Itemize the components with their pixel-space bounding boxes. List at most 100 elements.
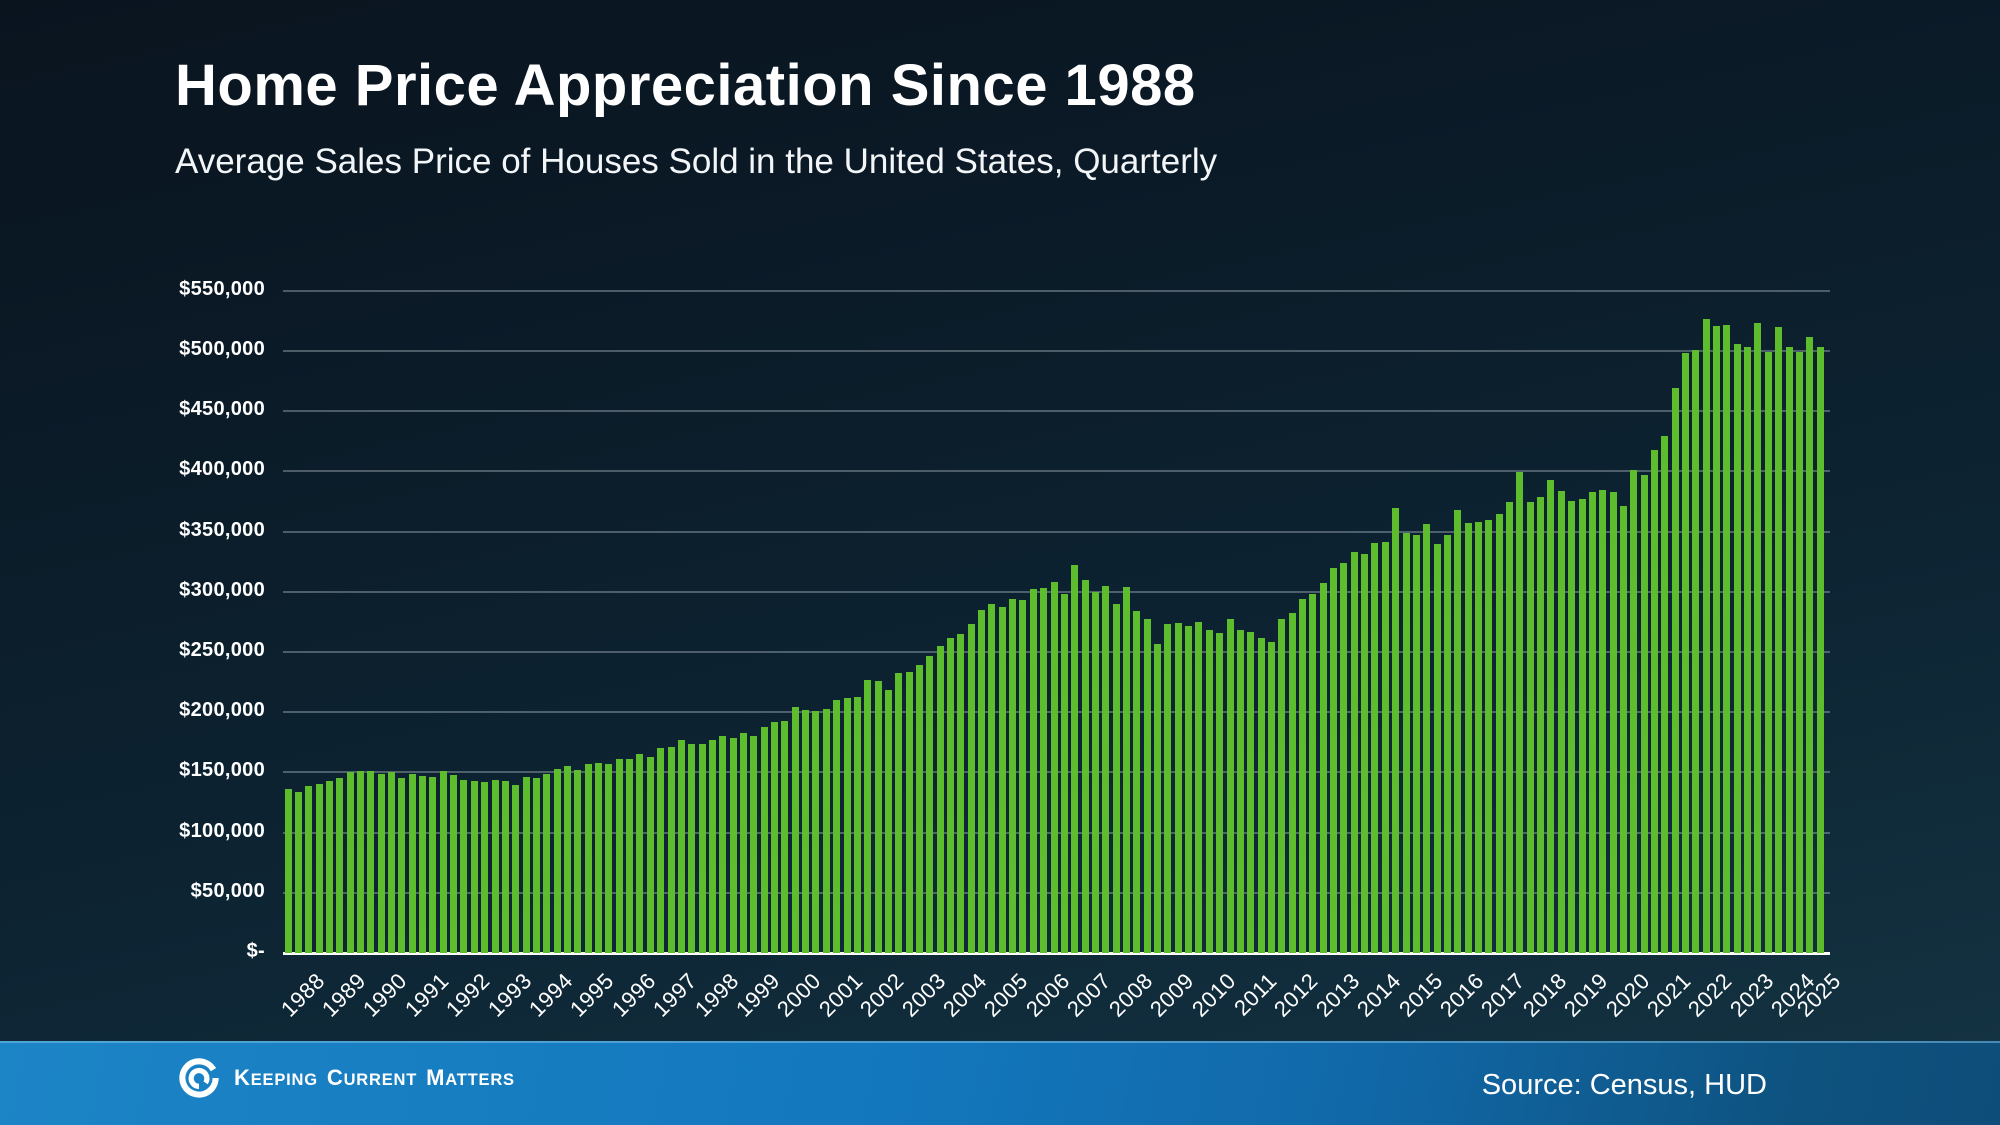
bar-2023-q3 <box>1754 323 1762 953</box>
bar-2022-q1 <box>1692 350 1700 953</box>
bar-2006-q1 <box>1029 589 1037 953</box>
page-title: Home Price Appreciation Since 1988 <box>175 53 1196 118</box>
bar-2021-q1 <box>1650 450 1658 953</box>
bar-2016-q3 <box>1464 522 1472 953</box>
bar-2001-q3 <box>843 698 851 953</box>
bar-1990-q2 <box>377 773 385 953</box>
bar-2018-q2 <box>1537 496 1545 953</box>
bar-2012-q1 <box>1278 619 1286 953</box>
bar-2015-q2 <box>1412 535 1420 953</box>
bar-2008-q2 <box>1123 586 1130 953</box>
bar-2022-q2 <box>1702 319 1710 953</box>
bar-1994-q3 <box>553 769 561 953</box>
bar-2017-q2 <box>1495 514 1503 953</box>
bar-1997-q4 <box>688 744 696 953</box>
bar-1993-q4 <box>522 777 530 953</box>
bar-2012-q2 <box>1288 613 1296 953</box>
bar-2008-q4 <box>1143 619 1151 953</box>
bar-1988-q1 <box>284 789 292 953</box>
bar-1991-q2 <box>419 776 427 953</box>
bar-2008-q3 <box>1133 611 1141 953</box>
bar-1994-q1 <box>532 778 540 953</box>
y-axis-tick-label: $150,000 <box>179 759 265 782</box>
bar-2002-q2 <box>874 680 882 953</box>
bar-1988-q3 <box>305 786 313 953</box>
kcm-swirl-icon <box>179 1058 219 1098</box>
bar-2020-q4 <box>1640 475 1648 953</box>
bar-1996-q2 <box>626 758 634 953</box>
bar-2000-q3 <box>802 709 810 953</box>
bar-1999-q1 <box>739 732 747 953</box>
bar-1992-q4 <box>481 782 489 953</box>
bar-1994-q4 <box>564 766 571 953</box>
bar-2007-q1 <box>1071 565 1079 953</box>
bar-1992-q2 <box>460 779 468 953</box>
bar-2021-q3 <box>1671 388 1679 953</box>
bar-2014-q4 <box>1392 508 1400 953</box>
bar-2009-q3 <box>1174 623 1182 953</box>
bar-2002-q1 <box>864 679 872 953</box>
bar-2000-q2 <box>791 707 799 953</box>
bar-2022-q4 <box>1723 325 1731 953</box>
bar-2024-q4 <box>1806 337 1814 953</box>
bar-2015-q1 <box>1402 533 1410 953</box>
bar-2016-q1 <box>1443 535 1451 953</box>
bar-2010-q4 <box>1226 618 1234 953</box>
brand-word: MATTERS <box>426 1065 515 1090</box>
source-credit: Source: Census, HUD <box>1481 1069 1767 1101</box>
bar-1999-q2 <box>750 736 758 953</box>
bar-2011-q1 <box>1236 630 1244 953</box>
bar-1991-q4 <box>439 771 447 953</box>
bar-1998-q1 <box>698 744 706 953</box>
bar-1995-q3 <box>595 763 603 953</box>
bar-2000-q1 <box>781 721 789 953</box>
bar-1997-q2 <box>667 746 675 953</box>
bar-2015-q3 <box>1423 524 1431 953</box>
bar-1999-q4 <box>771 721 779 953</box>
bar-2011-q2 <box>1247 632 1255 953</box>
bar-1999-q3 <box>760 727 768 953</box>
bar-2004-q3 <box>967 624 975 953</box>
bar-1989-q2 <box>336 778 344 953</box>
bar-1998-q4 <box>729 738 737 953</box>
bar-2000-q4 <box>812 710 820 953</box>
bar-2008-q1 <box>1112 604 1120 953</box>
bar-2006-q3 <box>1050 582 1058 953</box>
y-axis-tick-label: $350,000 <box>179 518 265 541</box>
bar-1993-q1 <box>491 780 499 953</box>
brand-word: CURRENT <box>326 1065 418 1090</box>
bar-1991-q3 <box>429 777 437 953</box>
bar-2010-q3 <box>1216 633 1224 953</box>
bar-1995-q4 <box>605 763 613 953</box>
bar-2013-q3 <box>1340 562 1348 953</box>
bar-1998-q3 <box>719 736 727 953</box>
bar-2005-q2 <box>998 607 1006 953</box>
bar-2009-q1 <box>1154 644 1162 953</box>
bar-2016-q4 <box>1474 521 1482 953</box>
bar-2021-q2 <box>1661 436 1669 953</box>
bar-1989-q4 <box>356 771 364 953</box>
bar-2020-q3 <box>1630 469 1638 953</box>
bar-2002-q4 <box>895 673 903 953</box>
bar-2002-q3 <box>884 689 892 953</box>
bar-2011-q4 <box>1267 641 1275 953</box>
bar-2003-q2 <box>915 665 923 953</box>
bar-1989-q3 <box>346 772 354 953</box>
bar-1988-q2 <box>294 792 302 953</box>
bar-2023-q1 <box>1733 343 1741 953</box>
bar-2003-q1 <box>905 672 913 953</box>
gridline <box>283 470 1830 473</box>
bar-2013-q1 <box>1319 582 1327 953</box>
bar-2004-q2 <box>957 633 965 953</box>
bar-1992-q3 <box>470 780 478 953</box>
bar-1990-q3 <box>388 771 396 953</box>
bar-1995-q1 <box>574 769 582 953</box>
y-axis-tick-label: $200,000 <box>179 699 265 722</box>
bar-2024-q2 <box>1785 346 1793 953</box>
bar-2019-q4 <box>1599 490 1607 953</box>
bar-1989-q1 <box>325 780 333 953</box>
y-axis-tick-label: $100,000 <box>179 819 265 842</box>
bar-1998-q2 <box>708 739 716 953</box>
bar-1988-q4 <box>315 784 323 953</box>
y-axis-tick-label: $300,000 <box>179 578 265 601</box>
